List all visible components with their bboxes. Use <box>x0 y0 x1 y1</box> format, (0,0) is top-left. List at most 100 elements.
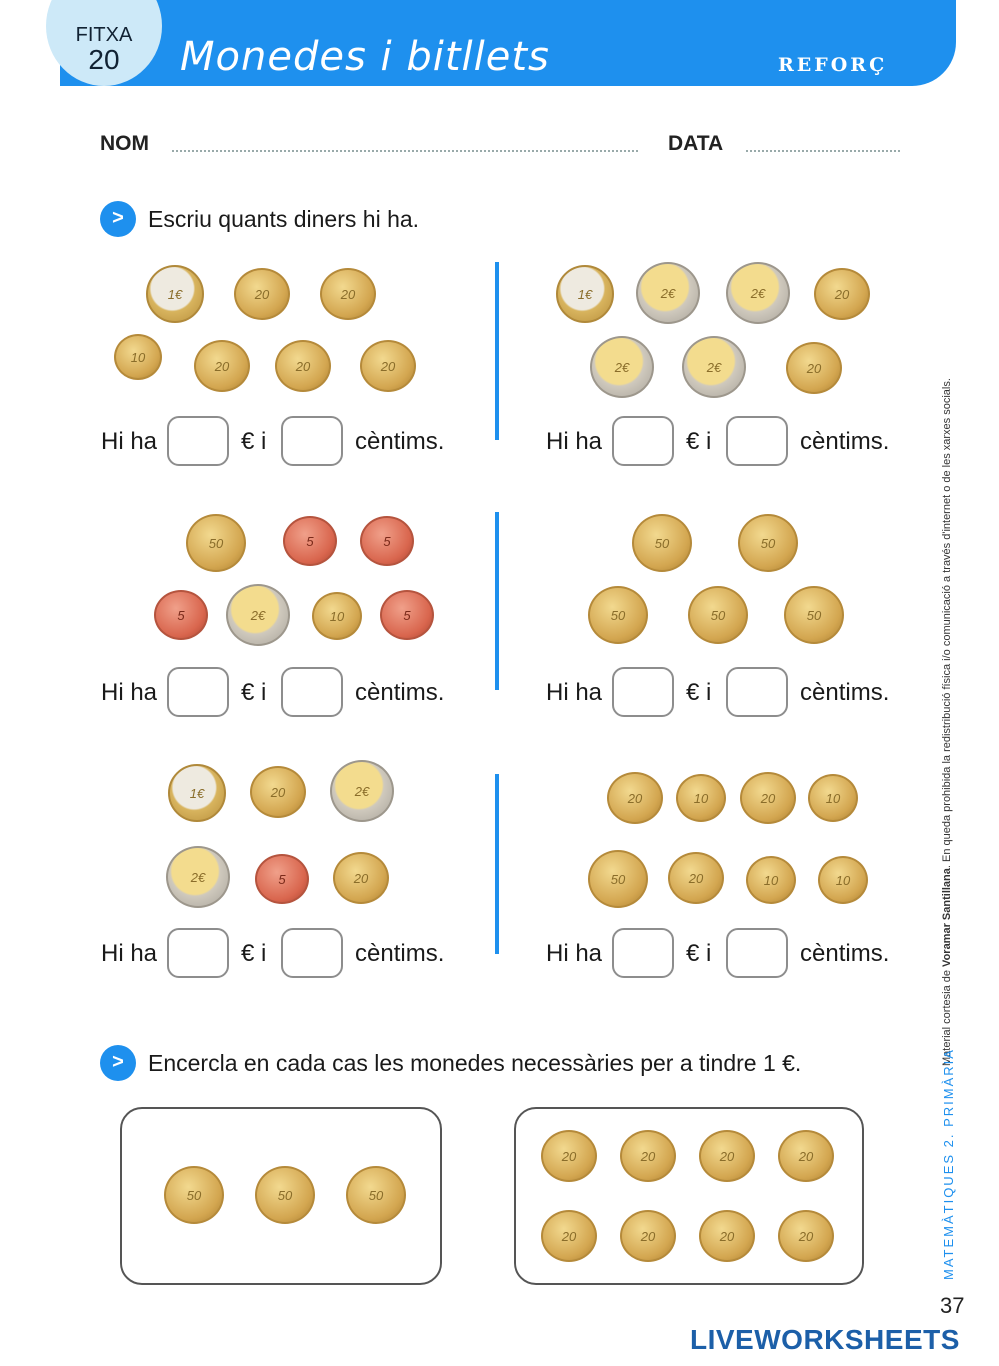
coin-20-cent: 20 <box>786 342 842 394</box>
cents-input[interactable] <box>281 667 343 717</box>
coin-50-cent: 50 <box>588 586 648 644</box>
column-divider <box>495 774 499 954</box>
coin-5-cent: 5 <box>283 516 337 566</box>
coin-20-cent: 20 <box>360 340 416 392</box>
exercise2-instruction: Encercla en cada cas les monedes necessà… <box>148 1050 802 1076</box>
brand-logo[interactable]: LIVEWORKSHEETS <box>690 1324 960 1355</box>
coin-10-cent: 10 <box>312 592 362 640</box>
page-title: Monedes i bitllets <box>180 34 550 80</box>
euro-i-label: € i <box>686 940 712 967</box>
euros-input[interactable] <box>612 416 674 466</box>
cents-input[interactable] <box>281 928 343 978</box>
euros-input[interactable] <box>167 667 229 717</box>
name-field[interactable] <box>172 150 638 152</box>
coin-20-cent: 20 <box>234 268 290 320</box>
coin-10-cent: 10 <box>114 334 162 380</box>
coin-20-cent[interactable]: 20 <box>541 1130 597 1182</box>
coin-20-cent: 20 <box>740 772 796 824</box>
centims-label: cèntims. <box>355 679 445 706</box>
euros-input[interactable] <box>167 928 229 978</box>
coin-50-cent: 50 <box>588 850 648 908</box>
coin-50-cent: 50 <box>688 586 748 644</box>
coin-10-cent: 10 <box>676 774 726 822</box>
euro-i-label: € i <box>241 940 267 967</box>
euros-input[interactable] <box>167 416 229 466</box>
hi-ha-label: Hi ha <box>546 679 603 706</box>
coin-20-cent[interactable]: 20 <box>620 1210 676 1262</box>
coin-50-cent: 50 <box>186 514 246 572</box>
coin-2-euro: 2€ <box>726 262 790 324</box>
coin-20-cent[interactable]: 20 <box>699 1130 755 1182</box>
coin-20-cent: 20 <box>320 268 376 320</box>
coin-5-cent: 5 <box>154 590 208 640</box>
coin-20-cent[interactable]: 20 <box>541 1210 597 1262</box>
coin-20-cent: 20 <box>607 772 663 824</box>
level-badge: REFORÇ <box>778 54 888 76</box>
centims-label: cèntims. <box>355 940 445 967</box>
coin-20-cent[interactable]: 20 <box>620 1130 676 1182</box>
coin-box-2 <box>514 1107 864 1285</box>
coin-2-euro: 2€ <box>166 846 230 908</box>
hi-ha-label: Hi ha <box>101 679 158 706</box>
coin-20-cent[interactable]: 20 <box>778 1130 834 1182</box>
column-divider <box>495 512 499 690</box>
coin-20-cent[interactable]: 20 <box>699 1210 755 1262</box>
coin-1-euro: 1€ <box>556 265 614 323</box>
exercise-arrow-icon: > <box>100 1045 136 1081</box>
coin-2-euro: 2€ <box>636 262 700 324</box>
coin-2-euro: 2€ <box>226 584 290 646</box>
cents-input[interactable] <box>726 928 788 978</box>
coin-50-cent[interactable]: 50 <box>164 1166 224 1224</box>
exercise1-instruction: Escriu quants diners hi ha. <box>148 206 420 232</box>
copyright-notice: Material cortesia de Voramar Santillana.… <box>941 378 953 1066</box>
coin-2-euro: 2€ <box>330 760 394 822</box>
coin-10-cent: 10 <box>808 774 858 822</box>
coin-box-1 <box>120 1107 442 1285</box>
hi-ha-label: Hi ha <box>101 428 158 455</box>
coin-20-cent: 20 <box>668 852 724 904</box>
coin-1-euro: 1€ <box>168 764 226 822</box>
coin-1-euro: 1€ <box>146 265 204 323</box>
fitxa-number: 20 <box>88 44 120 75</box>
header-band <box>60 0 956 86</box>
coin-20-cent: 20 <box>814 268 870 320</box>
coin-50-cent[interactable]: 50 <box>346 1166 406 1224</box>
hi-ha-label: Hi ha <box>546 940 603 967</box>
coin-5-cent: 5 <box>255 854 309 904</box>
coin-10-cent: 10 <box>746 856 796 904</box>
centims-label: cèntims. <box>355 428 445 455</box>
euros-input[interactable] <box>612 928 674 978</box>
euro-i-label: € i <box>686 428 712 455</box>
cents-input[interactable] <box>726 416 788 466</box>
euro-i-label: € i <box>241 679 267 706</box>
date-field[interactable] <box>746 150 900 152</box>
euros-input[interactable] <box>612 667 674 717</box>
coin-50-cent: 50 <box>738 514 798 572</box>
coin-5-cent: 5 <box>380 590 434 640</box>
name-label: NOM <box>100 132 149 155</box>
centims-label: cèntims. <box>800 428 890 455</box>
coin-20-cent: 20 <box>275 340 331 392</box>
hi-ha-label: Hi ha <box>546 428 603 455</box>
page-number: 37 <box>940 1293 965 1318</box>
date-label: DATA <box>668 132 724 155</box>
coin-2-euro: 2€ <box>590 336 654 398</box>
coin-2-euro: 2€ <box>682 336 746 398</box>
course-label: MATEMÀTIQUES 2. PRIMÀRIA <box>941 1048 956 1280</box>
centims-label: cèntims. <box>800 940 890 967</box>
exercise-arrow-icon: > <box>100 201 136 237</box>
coin-10-cent: 10 <box>818 856 868 904</box>
cents-input[interactable] <box>726 667 788 717</box>
coin-20-cent: 20 <box>250 766 306 818</box>
coin-20-cent: 20 <box>194 340 250 392</box>
coin-50-cent: 50 <box>784 586 844 644</box>
coin-20-cent[interactable]: 20 <box>778 1210 834 1262</box>
column-divider <box>495 262 499 440</box>
coin-20-cent: 20 <box>333 852 389 904</box>
hi-ha-label: Hi ha <box>101 940 158 967</box>
coin-5-cent: 5 <box>360 516 414 566</box>
coin-50-cent: 50 <box>632 514 692 572</box>
euro-i-label: € i <box>686 679 712 706</box>
coin-50-cent[interactable]: 50 <box>255 1166 315 1224</box>
cents-input[interactable] <box>281 416 343 466</box>
